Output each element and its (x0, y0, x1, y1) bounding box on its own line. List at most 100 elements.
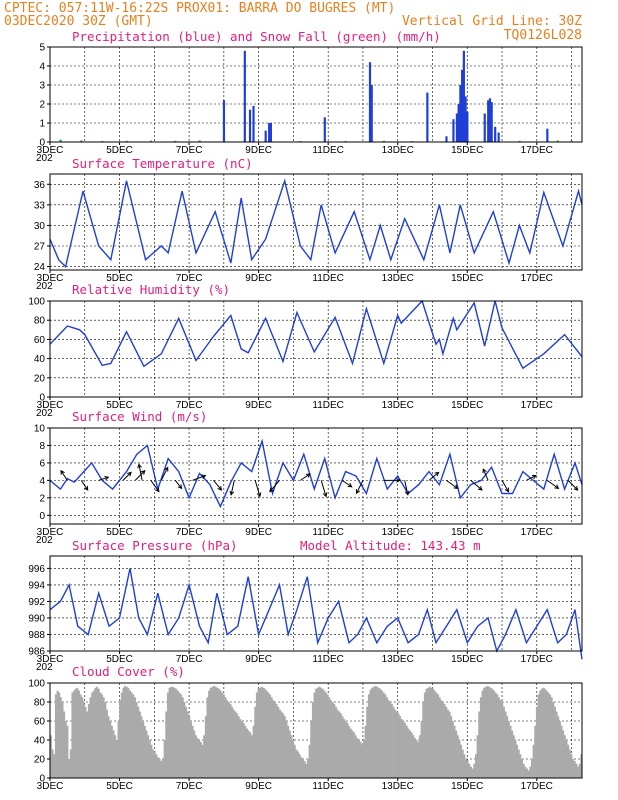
y-tick-label: 5 (39, 43, 45, 54)
cloud-cover-bar (412, 735, 415, 778)
cloud-cover-bar (514, 740, 517, 778)
cloud-cover-bar (577, 766, 580, 778)
cloud-cover-bar (404, 722, 407, 778)
cloud-cover-bar (562, 730, 565, 778)
cloud-cover-bar (214, 686, 217, 778)
x-tick-label: 3DEC (37, 400, 64, 411)
cloud-cover-bar (247, 730, 250, 778)
wind-vector (160, 467, 169, 481)
cloud-cover-bar (325, 692, 328, 778)
x-tick-label: 11DEC (312, 654, 344, 665)
precip-frame (49, 46, 583, 143)
wind-vector-head (127, 471, 132, 477)
wind-title: Surface Wind (m/s) (72, 409, 207, 424)
wind-vector (404, 480, 409, 495)
cloud-cover-bar (366, 706, 369, 778)
cloud-cover-bar (190, 721, 192, 778)
cloud-cover-bar (127, 687, 130, 778)
wind-vector (80, 480, 89, 491)
precipitation-bar (248, 109, 252, 142)
cloud-cover-bar (565, 740, 568, 778)
cloud-cover-bar (147, 735, 150, 778)
x-tick-label: 13DEC (382, 527, 414, 538)
x-tick-label: 3DEC (37, 145, 64, 156)
wind-vector (341, 479, 352, 488)
cloud-cover-bar (372, 686, 375, 778)
cloud-cover-bar (471, 768, 474, 778)
pressure-model-altitude: Model Altitude: 143.43 m (300, 538, 481, 553)
cloud-cover-bar (91, 692, 94, 778)
cloud-cover-bar (517, 749, 520, 778)
wind-vector-head (269, 487, 274, 493)
wind-vector (213, 480, 222, 491)
cloud-cover-bar (232, 709, 235, 778)
cloud-cover-bar (300, 757, 303, 778)
cloud-cover-bar (333, 703, 336, 778)
cloud-cover-bar (524, 766, 527, 778)
cloud-cover-bar (96, 686, 99, 778)
cloud-cover-bar (186, 711, 189, 778)
y-tick-label: 20 (34, 373, 46, 384)
cloud-cover-bar (92, 690, 95, 778)
precipitation-bar (426, 92, 429, 142)
header-run-date: 03DEC2020 30Z (GMT) (4, 14, 153, 29)
wind-vector-head (164, 466, 169, 472)
wind-vector (446, 479, 458, 489)
y-tick-label: 996 (28, 564, 45, 575)
x-tick-year-label: 202 (36, 281, 53, 292)
wind-vector (546, 479, 559, 489)
cloud-cover-bar (120, 692, 123, 778)
cloud-cover-bar (507, 721, 510, 778)
cloud-cover-bar (104, 702, 107, 778)
cloud-cover-bar (502, 706, 505, 778)
wind-vector-head (434, 471, 440, 477)
cloud-cover-bar (484, 686, 487, 778)
cloud-cover-bar (140, 716, 143, 778)
wind-vector (150, 480, 160, 492)
x-tick-label: 17DEC (521, 400, 553, 411)
wind-vector-head (573, 485, 579, 491)
wind-vector-head (60, 469, 65, 475)
cloud-cover-bar (64, 721, 67, 778)
wind-vector-head (256, 492, 262, 498)
y-tick-label: 990 (28, 613, 45, 624)
y-tick-label: 60 (34, 335, 46, 346)
cloud-cover-bar (282, 713, 285, 778)
cloud-cover-bar (73, 690, 76, 778)
cloud-cover-bar (124, 685, 127, 778)
x-tick-label: 9DEC (245, 273, 272, 284)
x-tick-label: 13DEC (382, 400, 414, 411)
wind-vector (501, 480, 509, 492)
panel-precipitation: Precipitation (blue) and Snow Fall (gree… (36, 29, 583, 164)
cloud-cover-bar (142, 721, 145, 778)
wind-vector (254, 480, 261, 497)
cloud-cover-bar (405, 725, 408, 778)
x-tick-label: 17DEC (521, 527, 553, 538)
cloud-cover-bar (260, 686, 263, 778)
cloud-cover-bar (132, 694, 135, 778)
wind-vector (320, 480, 327, 497)
cloud-cover-bar (227, 702, 230, 778)
cloud-cover-bar (122, 687, 125, 778)
cloud-cover-bar (437, 694, 440, 778)
cloud-cover-bar (285, 721, 288, 778)
cloud-cover-bar (465, 759, 468, 778)
cloud-cover-bar (165, 711, 168, 778)
x-tick-label: 7DEC (176, 654, 203, 665)
cloud-cover-bar (410, 732, 413, 778)
cloud-cover-bar (59, 697, 62, 778)
x-tick-year-label: 202 (36, 153, 53, 164)
cloud-cover-bar (509, 725, 512, 778)
x-tick-label: 13DEC (382, 145, 414, 156)
cloud-cover-bar (321, 688, 324, 778)
x-tick-label: 9DEC (245, 527, 272, 538)
precipitation-bar (455, 113, 459, 142)
cloud-cover-bar (512, 735, 515, 778)
cloud-cover-bar (356, 738, 359, 778)
cloud-cover-bar (428, 686, 431, 778)
cloud-cover-bar (555, 711, 558, 778)
cloud-cover-bar (194, 735, 197, 778)
x-tick-label: 9DEC (245, 400, 272, 411)
cloud-cover-bar (229, 703, 232, 778)
cloud-cover-bar (361, 744, 364, 778)
